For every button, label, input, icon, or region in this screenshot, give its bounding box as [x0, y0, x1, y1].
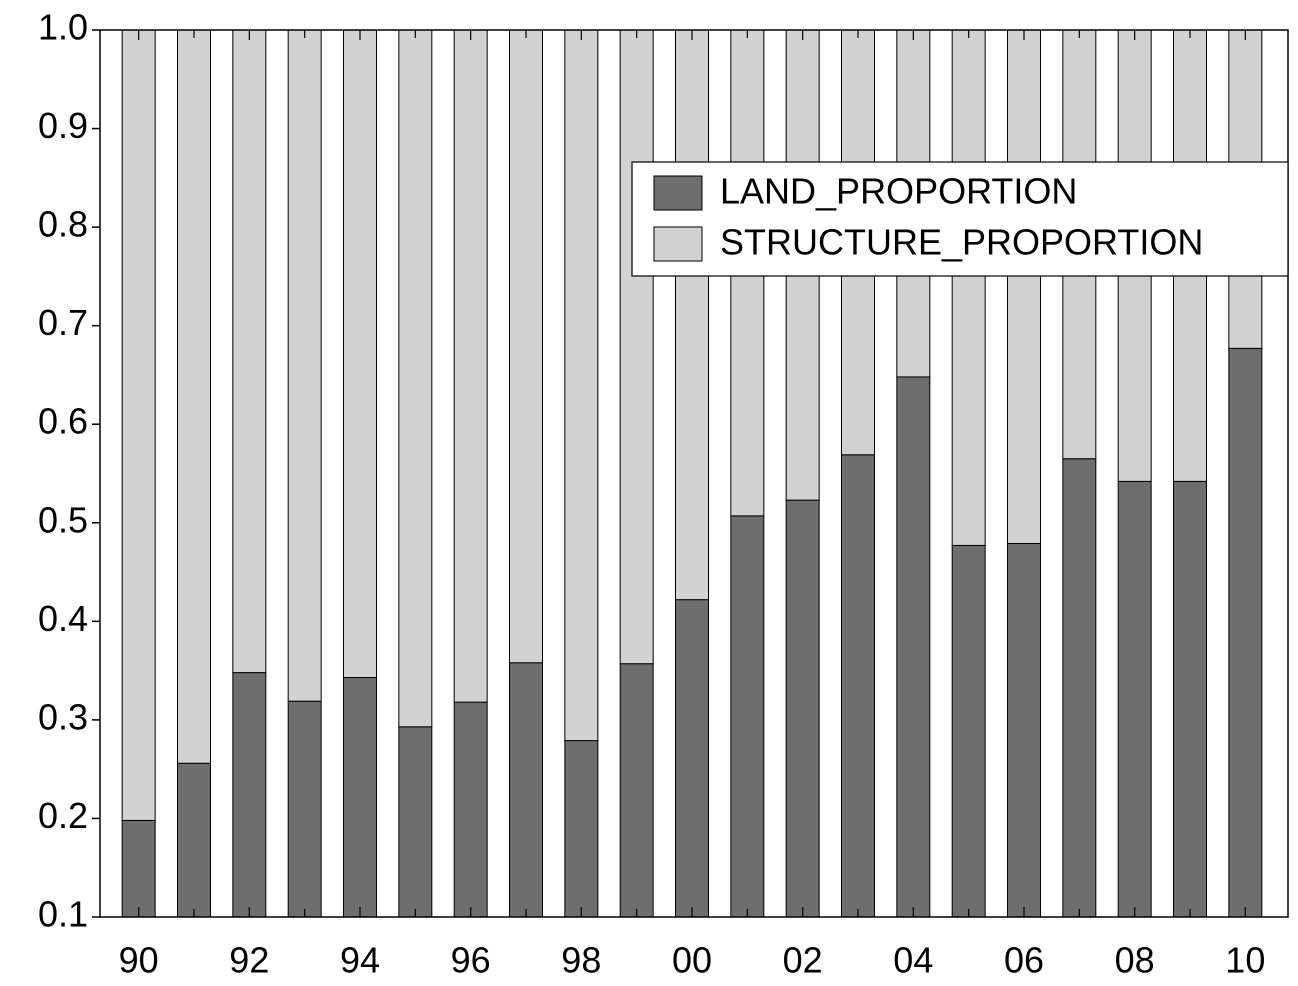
y-tick-label: 0.2: [38, 795, 88, 836]
x-tick-label: 90: [119, 940, 159, 981]
bar-segment: [1228, 347, 1263, 918]
plot-frame: [99, 29, 1289, 918]
y-tick-label: 1.0: [38, 7, 88, 48]
bar-segment: [398, 29, 433, 728]
bar-segment: [398, 726, 433, 918]
y-tick-label: 0.5: [38, 499, 88, 540]
bar-segment: [343, 29, 377, 679]
x-tick-label: 00: [672, 940, 712, 981]
y-tick-label: 0.6: [38, 401, 88, 442]
bar-segment: [675, 29, 709, 601]
y-tick-label: 0.9: [38, 105, 88, 146]
bar-segment: [785, 499, 820, 918]
y-tick-label: 0.7: [38, 302, 88, 343]
x-tick-label: 92: [229, 940, 269, 981]
bar-segment: [1062, 458, 1097, 918]
bar-segment: [619, 663, 654, 918]
bar-segment: [1007, 29, 1041, 544]
bar-segment: [951, 29, 986, 546]
bar-segment: [232, 29, 267, 674]
bar-segment: [453, 701, 488, 918]
x-tick-label: 96: [451, 940, 491, 981]
bar-segment: [177, 29, 211, 764]
bar-segment: [564, 740, 599, 918]
x-tick-label: 08: [1115, 940, 1155, 981]
bar-segment: [453, 29, 488, 703]
bar-segment: [121, 29, 156, 821]
x-tick-label: 06: [1004, 940, 1044, 981]
y-tick-label: 0.1: [38, 894, 88, 935]
bar-segment: [1117, 480, 1152, 918]
y-tick-label: 0.3: [38, 696, 88, 737]
bar-segment: [287, 29, 322, 702]
bar-segment: [121, 819, 156, 918]
legend-label: STRUCTURE_PROPORTION: [720, 222, 1203, 263]
bar-segment: [509, 662, 543, 918]
legend-swatch: [653, 226, 703, 262]
x-tick-label: 10: [1225, 940, 1265, 981]
bar-segment: [509, 29, 543, 664]
x-tick-label: 94: [340, 940, 380, 981]
x-tick-label: 04: [893, 940, 933, 981]
legend-box: [631, 161, 1289, 277]
x-tick-label: 98: [561, 940, 601, 981]
legend-swatch: [653, 175, 703, 211]
x-tick-label: 02: [783, 940, 823, 981]
legend-label: LAND_PROPORTION: [720, 171, 1077, 212]
bar-segment: [343, 677, 377, 918]
bar-segment: [177, 762, 211, 918]
bar-segment: [675, 599, 709, 918]
bar-segment: [951, 544, 986, 918]
bar-segment: [730, 515, 765, 918]
bar-segment: [1007, 542, 1041, 918]
bar-segment: [1173, 480, 1207, 918]
bar-segment: [841, 454, 875, 918]
bar-segment: [619, 29, 654, 665]
bar-segment: [564, 29, 599, 742]
bar-segment: [232, 672, 267, 918]
bar-segment: [896, 376, 931, 918]
bar-segment: [287, 700, 322, 918]
y-tick-label: 0.4: [38, 598, 88, 639]
y-tick-label: 0.8: [38, 204, 88, 245]
